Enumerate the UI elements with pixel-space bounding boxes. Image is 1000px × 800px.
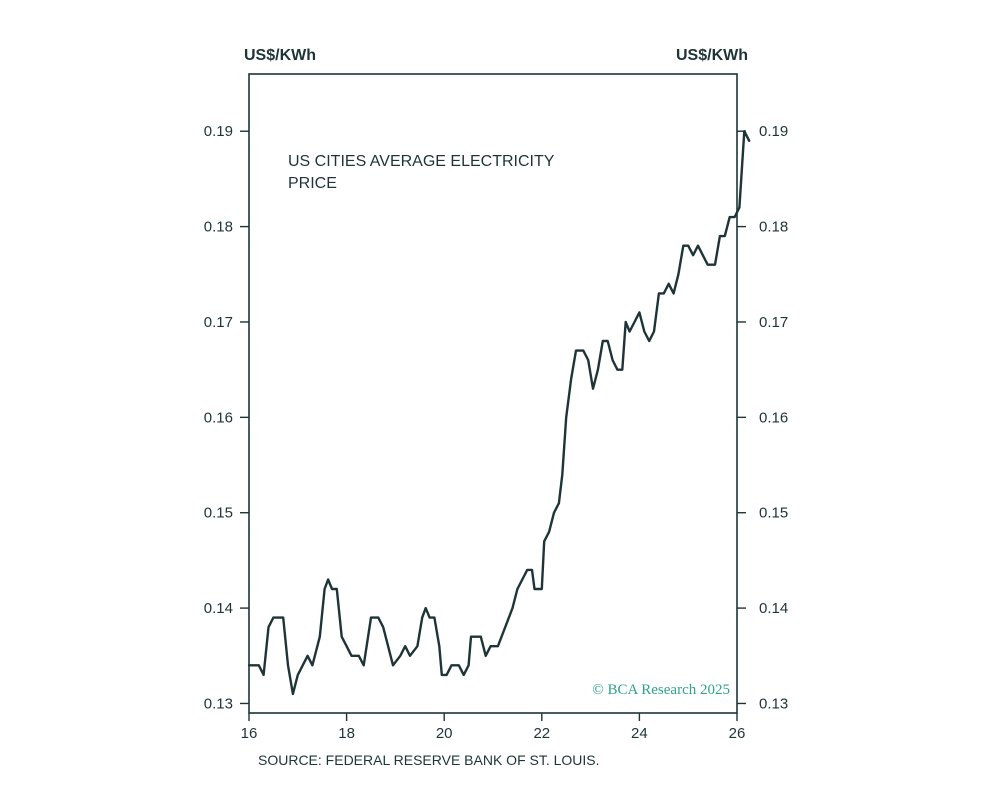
y-tick-label-left: 0.17	[204, 314, 233, 331]
left-y-axis: 0.13 0.14 0.15 0.16 0.17 0.18 0.19	[204, 123, 249, 712]
chart-title-line-1: US CITIES AVERAGE ELECTRICITY	[288, 153, 555, 170]
left-unit-label: US$/KWh	[244, 47, 316, 64]
x-tick-label: 20	[436, 725, 453, 742]
y-tick-label-right: 0.19	[759, 123, 788, 140]
y-tick-label-left: 0.19	[204, 123, 233, 140]
x-tick-label: 22	[533, 725, 550, 742]
plot-border	[248, 73, 738, 714]
x-tick-label: 16	[241, 725, 258, 742]
source-note: SOURCE: FEDERAL RESERVE BANK OF ST. LOUI…	[258, 752, 600, 768]
y-tick-label-left: 0.14	[204, 600, 233, 617]
plot-frame	[248, 73, 738, 714]
right-y-axis: 0.13 0.14 0.15 0.16 0.17 0.18 0.19	[737, 123, 788, 712]
y-tick-label-right: 0.15	[759, 505, 788, 522]
x-tick-label: 18	[338, 725, 355, 742]
y-tick-label-right: 0.16	[759, 409, 788, 426]
y-tick-label-right: 0.18	[759, 219, 788, 236]
electricity-price-line	[247, 130, 751, 696]
y-tick-label-left: 0.18	[204, 219, 233, 236]
chart-title-line-2: PRICE	[288, 175, 337, 192]
x-tick-label: 24	[631, 725, 648, 742]
y-tick-label-left: 0.13	[204, 695, 233, 712]
x-axis: 16 18 20 22 24 26	[241, 713, 746, 742]
y-tick-label-right: 0.14	[759, 600, 788, 617]
y-tick-label-right: 0.17	[759, 314, 788, 331]
y-tick-label-left: 0.16	[204, 409, 233, 426]
watermark: © BCA Research 2025	[592, 682, 730, 698]
right-unit-label: US$/KWh	[676, 47, 748, 64]
series-layer	[247, 130, 751, 696]
y-tick-label-right: 0.13	[759, 695, 788, 712]
x-tick-label: 26	[729, 725, 746, 742]
y-tick-label-left: 0.15	[204, 505, 233, 522]
